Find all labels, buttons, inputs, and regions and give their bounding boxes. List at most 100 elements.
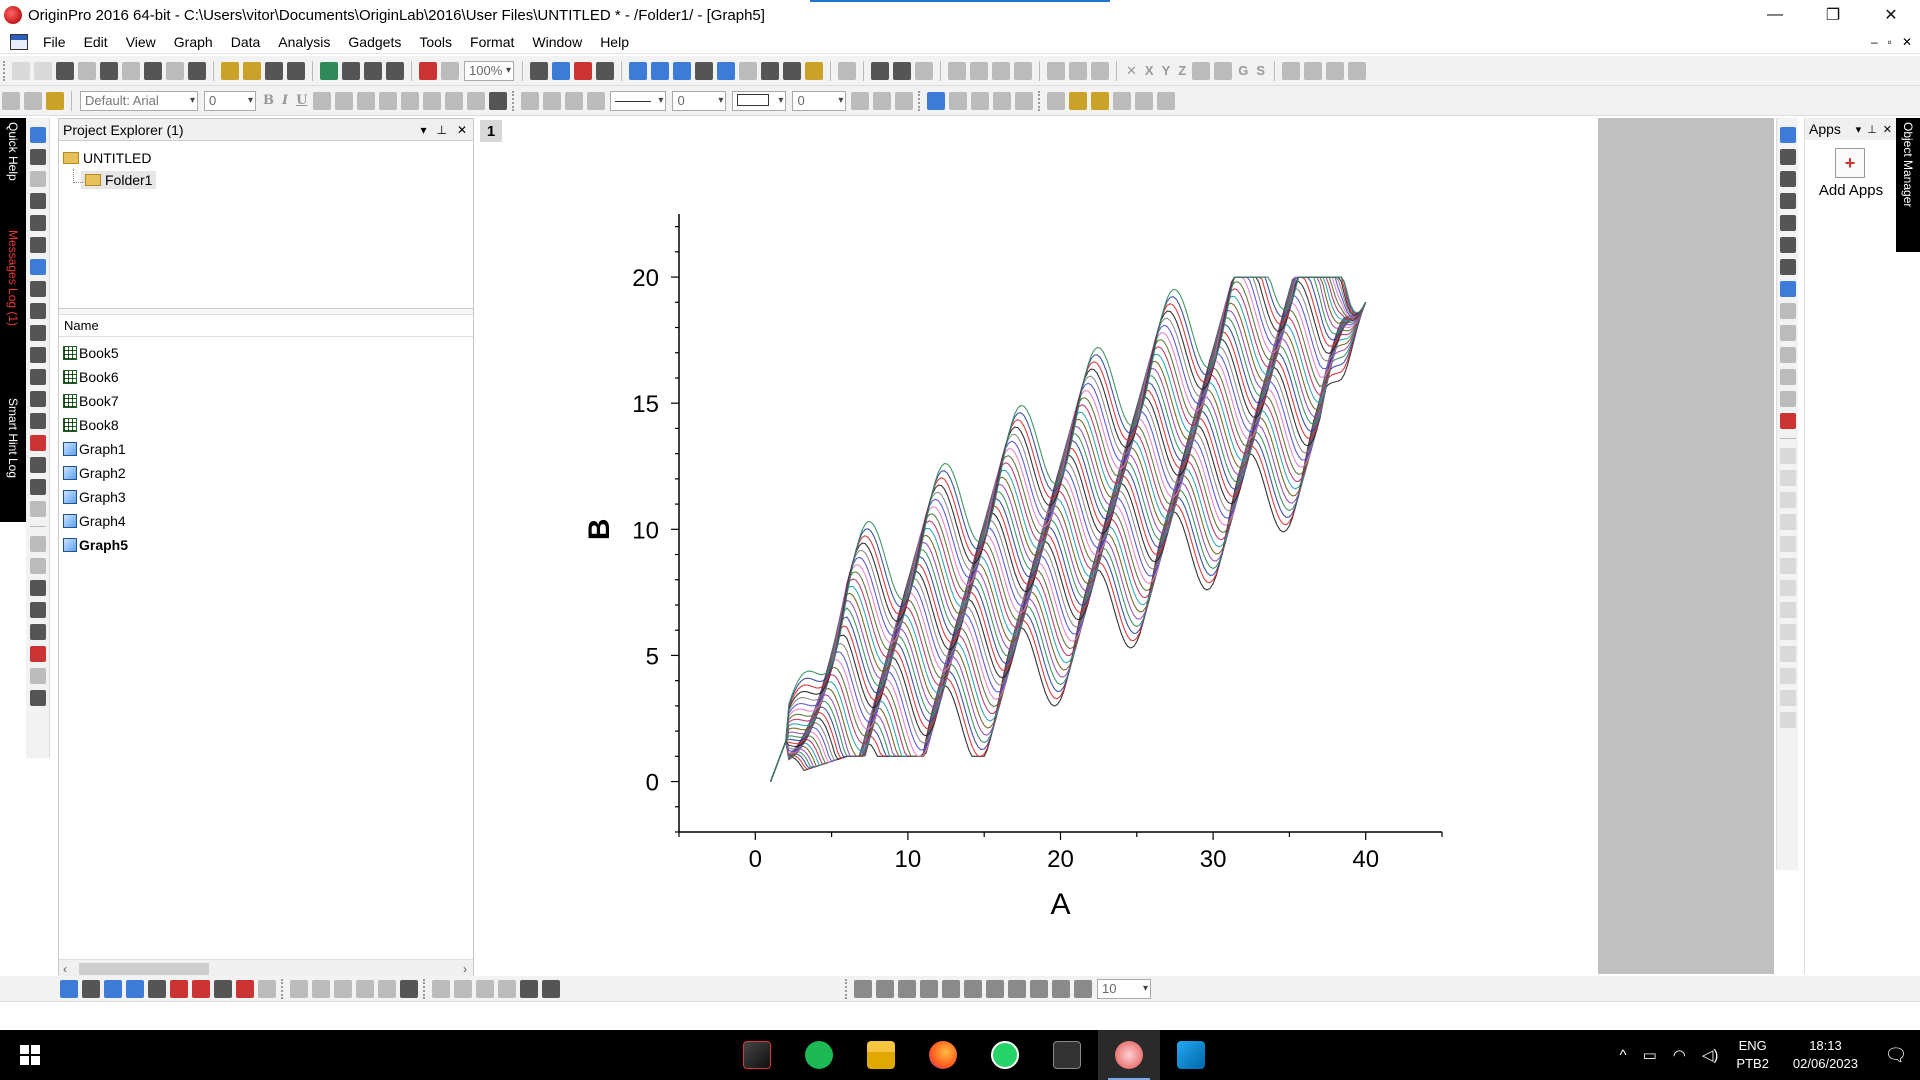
insert-table-icon[interactable] [29, 501, 46, 517]
symbol-color-icon[interactable] [587, 91, 606, 110]
volume-icon[interactable]: ◁) [1701, 1047, 1719, 1064]
code-icon[interactable] [805, 61, 823, 80]
same-height-icon[interactable] [1779, 602, 1796, 618]
multi-panel-icon[interactable] [148, 979, 166, 998]
scroll-right-icon[interactable]: › [463, 962, 467, 976]
menu-data[interactable]: Data [230, 33, 261, 50]
mask-icon[interactable] [927, 91, 946, 110]
align-vcenter-icon[interactable] [1779, 536, 1796, 552]
tree-folder[interactable]: Folder1 [59, 169, 473, 191]
import-multiple-icon[interactable] [342, 61, 360, 80]
apps-close-icon[interactable]: ✕ [1882, 123, 1892, 136]
new-matrix-icon[interactable] [56, 61, 74, 80]
draw-data-icon[interactable] [29, 303, 46, 319]
rectangle-tool-icon[interactable] [29, 391, 46, 407]
graph-window-icon[interactable] [10, 33, 28, 50]
duplicate-icon[interactable] [574, 61, 592, 80]
comment-icon[interactable] [29, 668, 46, 684]
open-icon[interactable] [221, 61, 239, 80]
polar-plot-icon[interactable] [214, 979, 232, 998]
group-icon[interactable] [1113, 91, 1132, 110]
3d-tilt-icon[interactable] [898, 979, 916, 998]
image-plot-icon[interactable] [400, 979, 418, 998]
toolbar-grip[interactable] [845, 978, 849, 999]
menu-graph[interactable]: Graph [173, 33, 213, 50]
maximize-button[interactable]: ❐ [1825, 7, 1841, 24]
splitter[interactable] [59, 309, 473, 315]
sort-icon[interactable] [893, 61, 911, 80]
timestamp-icon[interactable] [29, 624, 46, 640]
layer-grid-icon[interactable] [895, 91, 914, 110]
import-excel-icon[interactable] [386, 61, 404, 80]
results-log-icon[interactable] [651, 61, 669, 80]
add-apps-icon[interactable]: + [1835, 148, 1865, 178]
new-3d-icon[interactable] [188, 61, 206, 80]
menu-view[interactable]: View [125, 33, 156, 50]
3d-light-icon[interactable] [1074, 979, 1092, 998]
3d-bar-icon[interactable] [312, 979, 330, 998]
hand-tool-icon[interactable] [29, 413, 46, 429]
data-display-icon[interactable] [29, 259, 46, 275]
rotation-step-select[interactable]: 10 [1097, 978, 1151, 999]
template-library-icon[interactable] [258, 979, 276, 998]
menu-help[interactable]: Help [600, 33, 629, 50]
menu-tools[interactable]: Tools [419, 33, 453, 50]
line-width-select[interactable]: 0 [672, 90, 727, 111]
mdi-minimize-button[interactable]: – [1870, 35, 1878, 49]
mask-range-icon[interactable] [1015, 91, 1034, 110]
table-icon[interactable] [29, 690, 46, 706]
mask-toggle-icon[interactable] [993, 91, 1012, 110]
print-icon[interactable] [530, 61, 548, 80]
object-manager-tab[interactable]: Object Manager [1896, 118, 1920, 252]
back-icon[interactable] [1779, 668, 1796, 684]
supersubscript-icon[interactable] [357, 91, 376, 110]
list-item[interactable]: Graph4 [59, 509, 473, 533]
align-top-icon[interactable] [1779, 492, 1796, 508]
layout-grid-icon[interactable] [432, 979, 450, 998]
layer-1-icon[interactable]: 1 [480, 120, 502, 142]
rescale-x-icon[interactable] [1779, 149, 1796, 165]
screen-reader-tool-icon[interactable] [29, 215, 46, 231]
refresh-filter-icon[interactable] [1091, 61, 1109, 80]
last-row-icon[interactable] [1348, 61, 1366, 80]
3d-rotate-icon[interactable] [854, 979, 872, 998]
start-button[interactable] [0, 1030, 60, 1080]
save-template-icon[interactable] [287, 61, 305, 80]
arrow-tool-icon[interactable] [29, 347, 46, 363]
clock[interactable]: 18:13 02/06/2023 [1793, 1037, 1858, 1073]
remove-filter-icon[interactable] [1069, 61, 1087, 80]
increase-font-icon[interactable] [401, 91, 420, 110]
disregard-axis-icon[interactable]: ✕ [1126, 62, 1137, 78]
unmask-icon[interactable] [949, 91, 968, 110]
fill-color-icon[interactable] [521, 91, 540, 110]
scale-bar-icon[interactable] [29, 602, 46, 618]
filter-icon[interactable] [1047, 61, 1065, 80]
menu-gadgets[interactable]: Gadgets [348, 33, 402, 50]
quick-help-tab[interactable]: Quick Help [0, 118, 26, 216]
chevron-up-icon[interactable]: ^ [1619, 1046, 1627, 1064]
color-scale-icon[interactable] [29, 580, 46, 596]
data-selector-icon[interactable] [29, 237, 46, 253]
copy-icon[interactable] [24, 91, 42, 110]
set-group-button[interactable]: G [1238, 63, 1249, 78]
dimension-icon[interactable] [520, 979, 538, 998]
3d-waterfall-icon[interactable] [356, 979, 374, 998]
column-stats-icon[interactable] [970, 61, 988, 80]
save-project-icon[interactable] [265, 61, 283, 80]
notifications-icon[interactable]: 🗨 [1884, 1044, 1908, 1065]
align-icon[interactable] [445, 91, 464, 110]
rescale-icon[interactable] [1779, 127, 1796, 143]
grid-icon[interactable] [873, 91, 892, 110]
legend-icon[interactable] [29, 558, 46, 574]
new-function-icon[interactable] [122, 61, 140, 80]
font-color-icon[interactable] [489, 91, 508, 110]
smart-hint-log-tab[interactable]: Smart Hint Log [0, 394, 26, 522]
stock-plot-icon[interactable] [236, 979, 254, 998]
list-item[interactable]: Book7 [59, 389, 473, 413]
project-explorer-toggle-icon[interactable] [629, 61, 647, 80]
new-layout-icon[interactable] [144, 61, 162, 80]
batch-icon[interactable] [441, 61, 459, 80]
messages-log-tab[interactable]: Messages Log (1) [0, 226, 26, 364]
close-button[interactable]: ✕ [1884, 7, 1898, 24]
screen-reader-icon[interactable] [739, 61, 757, 80]
